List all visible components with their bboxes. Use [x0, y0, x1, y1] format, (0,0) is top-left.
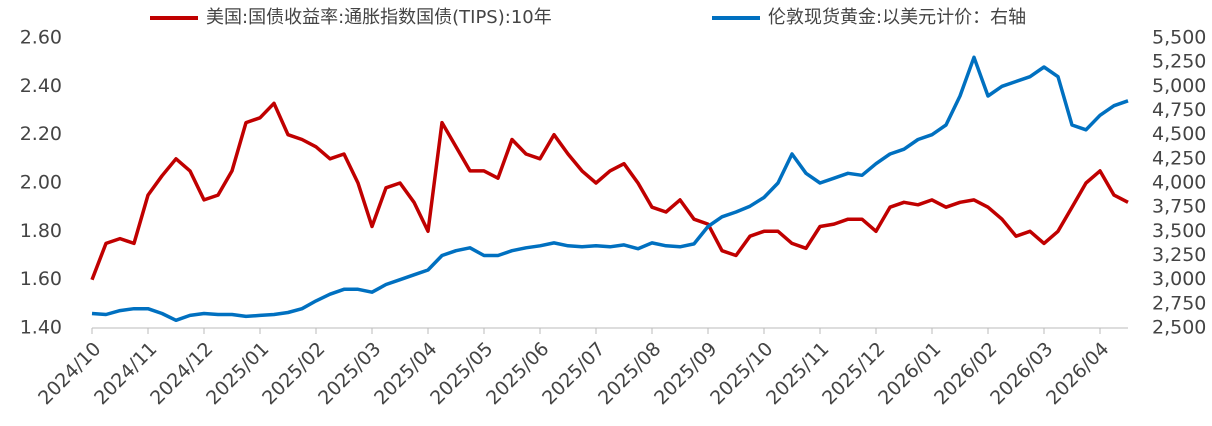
y2-tick-label: 4,000 — [1152, 172, 1206, 194]
y2-tick-label: 3,750 — [1152, 196, 1206, 218]
y2-tick-label: 2,500 — [1152, 317, 1206, 339]
y-tick-label: 2.20 — [20, 123, 62, 145]
series-line — [90, 101, 1129, 281]
y2-tick-label: 3,250 — [1152, 244, 1206, 266]
y-tick-label: 2.40 — [20, 75, 62, 97]
y2-tick-label: 3,500 — [1152, 220, 1206, 242]
y2-tick-label: 5,500 — [1152, 27, 1206, 49]
y-tick-label: 1.80 — [20, 220, 62, 242]
legend-label: 伦敦现货黄金:以美元计价：右轴 — [768, 7, 1026, 28]
legend-label: 美国:国债收益率:通胀指数国债(TIPS):10年 — [206, 7, 552, 28]
y2-tick-label: 4,500 — [1152, 123, 1206, 145]
y-tick-label: 1.40 — [20, 317, 62, 339]
y2-tick-label: 5,250 — [1152, 51, 1206, 73]
x-tick-label: 2026/04 — [1042, 338, 1113, 409]
y2-tick-label: 4,250 — [1152, 147, 1206, 169]
y2-tick-label: 4,750 — [1152, 99, 1206, 121]
series-line — [91, 55, 1129, 323]
y-tick-label: 2.00 — [20, 172, 62, 194]
y-tick-label: 1.60 — [20, 268, 62, 290]
y-tick-label: 2.60 — [20, 27, 62, 49]
y2-tick-label: 2,750 — [1152, 292, 1206, 314]
y2-tick-label: 3,000 — [1152, 268, 1206, 290]
y2-tick-label: 5,000 — [1152, 75, 1206, 97]
